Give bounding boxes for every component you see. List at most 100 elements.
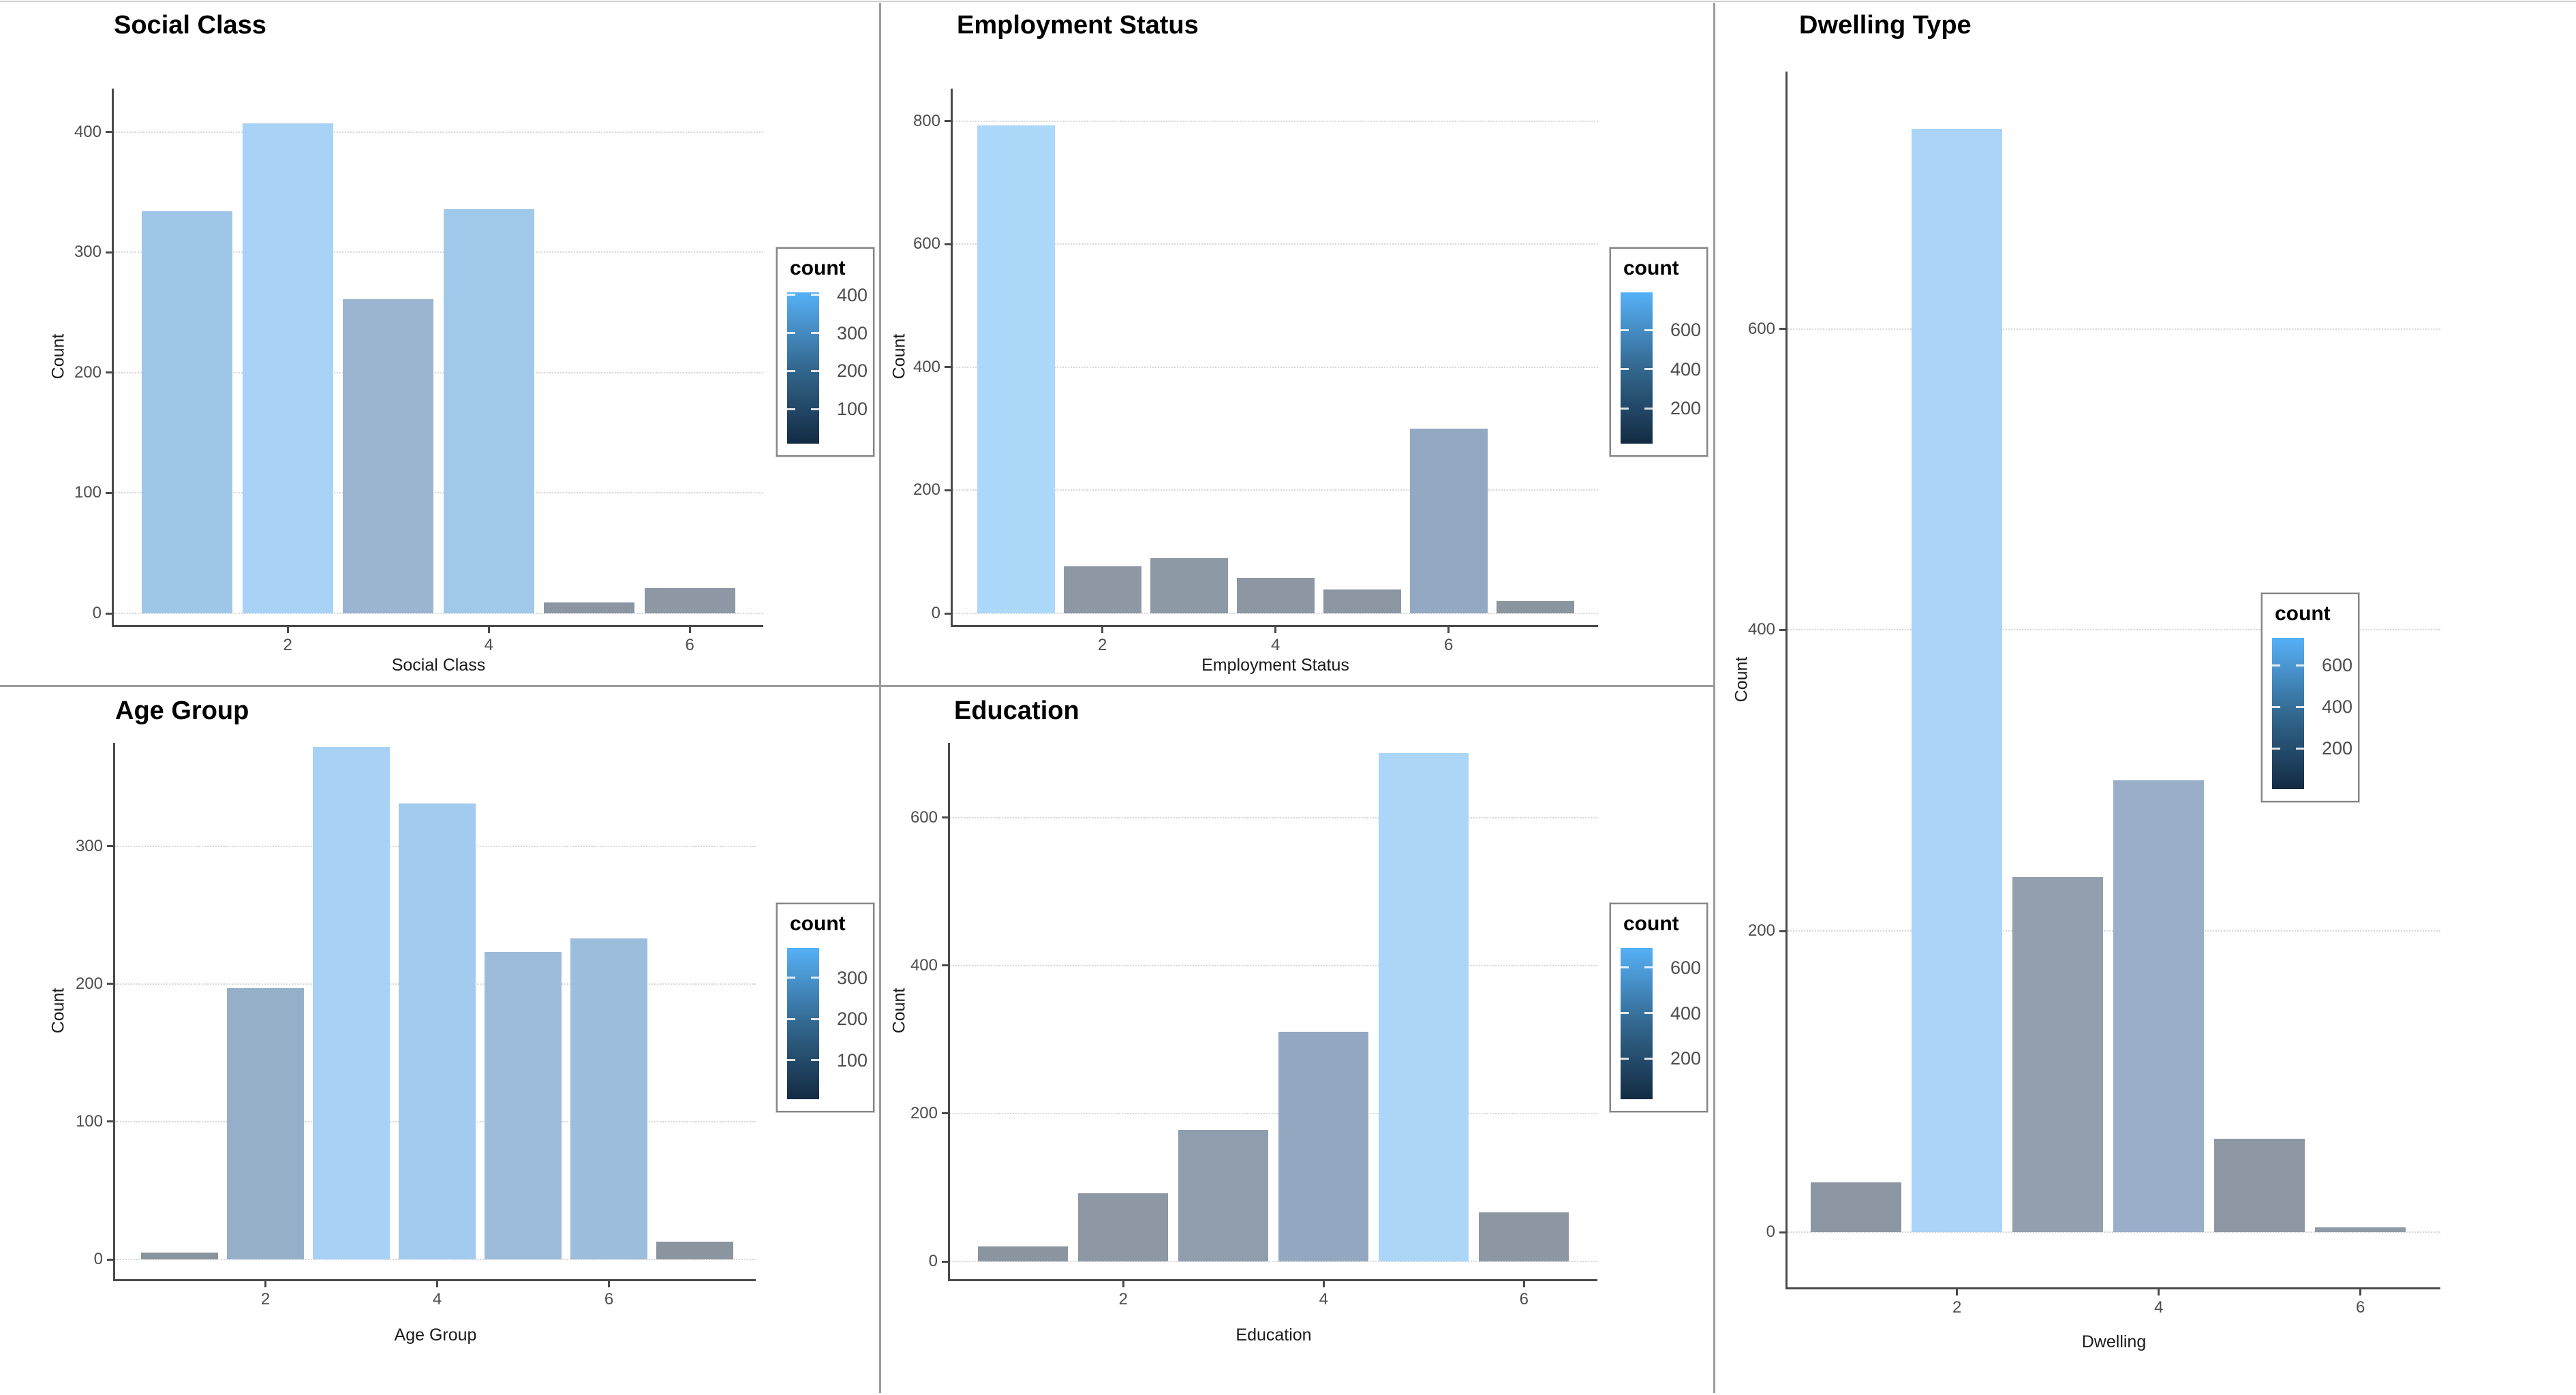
x-tick-mark (1447, 625, 1450, 633)
legend-tick-label: 600 (1670, 320, 1702, 341)
legend-count-social: count 400 300 200 100 (776, 247, 874, 457)
y-gridline (1788, 1231, 2440, 1233)
legend-tick-label: 400 (1670, 358, 1702, 380)
legend-tick-label: 100 (837, 1049, 868, 1071)
legend-tick-mark (2296, 747, 2304, 750)
x-tick-label: 4 (2153, 1298, 2164, 1317)
y-tick-mark (942, 1260, 950, 1263)
bar (1811, 1182, 1902, 1232)
y-tick-label: 0 (1766, 1223, 1775, 1241)
x-tick-label: 4 (1271, 636, 1281, 654)
bar (644, 587, 735, 613)
x-tick-label: 6 (1519, 1290, 1529, 1308)
legend-tick-mark (811, 1017, 819, 1020)
legend-tick-mark (1644, 407, 1653, 410)
bar (656, 1241, 734, 1259)
legend-title: count (790, 913, 846, 935)
legend-count-employment: count 600 400 200 (1610, 247, 1708, 457)
legend-tick-mark (2272, 747, 2280, 750)
y-gridline (950, 1112, 1597, 1114)
legend-tick-mark (2296, 705, 2304, 708)
bar (1409, 429, 1488, 613)
legend-tick-mark (1644, 368, 1653, 371)
x-tick-label: 6 (604, 1290, 614, 1308)
legend-tick-label: 600 (2322, 655, 2353, 676)
y-tick-mark (1779, 1231, 1788, 1233)
x-tick-label: 2 (260, 1290, 271, 1308)
plot-panel: 0 200 400 600 800 2 4 6 (913, 89, 1598, 654)
y-tick-mark (942, 1112, 950, 1115)
y-gridline (114, 492, 763, 494)
x-tick-mark (264, 1279, 266, 1287)
legend-count-education: count 600 400 200 (1610, 903, 1708, 1112)
bar (1379, 753, 1469, 1261)
legend-tick-label: 300 (837, 967, 868, 988)
x-tick-label: 2 (283, 636, 292, 654)
bar (312, 747, 390, 1259)
legend-tick-label: 200 (837, 1009, 868, 1030)
y-tick-mark (107, 1120, 115, 1123)
y-tick-mark (106, 491, 114, 494)
legend-tick-mark (811, 369, 819, 372)
legend-tick-mark (1621, 407, 1629, 410)
y-tick-mark (106, 612, 114, 615)
legend-gradient-bar (787, 948, 819, 1099)
bar (142, 211, 233, 613)
bar (977, 125, 1055, 613)
legend-gradient-bar (787, 292, 819, 444)
legend-title: count (1623, 257, 1679, 279)
x-tick-mark (1122, 1279, 1124, 1287)
legend-tick-mark (2296, 664, 2304, 666)
bar (140, 1252, 219, 1259)
y-tick-label: 200 (1747, 921, 1775, 940)
y-tick-label: 400 (910, 955, 938, 975)
legend-tick-label: 300 (837, 322, 868, 343)
y-tick-mark (1779, 628, 1788, 631)
y-gridline (953, 613, 1598, 614)
x-tick-label: 2 (1098, 636, 1107, 654)
bar (2113, 780, 2205, 1232)
legend-tick-mark (811, 1059, 819, 1062)
y-tick-mark (945, 366, 953, 369)
pane-divider-vertical-right (1713, 3, 1715, 1393)
y-axis-line (113, 743, 115, 1281)
legend-gradient-bar (1621, 292, 1653, 444)
bar (1236, 577, 1315, 613)
x-tick-mark (1956, 1287, 1959, 1296)
x-tick-label: 2 (1118, 1290, 1128, 1308)
x-axis-title: Social Class (391, 656, 486, 675)
bar (343, 299, 434, 613)
bar (2012, 876, 2104, 1232)
y-tick-mark (945, 243, 953, 245)
bar (570, 938, 648, 1259)
y-gridline (114, 613, 763, 614)
legend-tick-mark (1644, 1012, 1653, 1015)
bar (484, 952, 562, 1259)
legend-tick-mark (787, 294, 795, 296)
bar (2315, 1227, 2406, 1232)
x-tick-mark (608, 1279, 610, 1287)
x-axis-line (948, 1279, 1597, 1281)
x-tick-mark (688, 625, 691, 633)
legend-tick-mark (1644, 328, 1653, 331)
y-gridline (1788, 328, 2440, 330)
x-axis-title: Dwelling (2081, 1332, 2147, 1351)
legend-tick-label: 200 (1670, 398, 1702, 419)
legend-tick-mark (811, 332, 819, 335)
x-tick-mark (2158, 1287, 2160, 1296)
y-tick-mark (106, 251, 114, 254)
x-tick-label: 4 (484, 636, 493, 654)
y-tick-mark (106, 371, 114, 374)
legend-tick-mark (787, 1017, 795, 1020)
x-tick-label: 6 (685, 636, 694, 654)
y-gridline (115, 1259, 756, 1260)
y-tick-mark (107, 845, 115, 848)
legend-gradient-bar (2272, 638, 2304, 789)
legend-tick-mark (1644, 966, 1653, 969)
y-tick-label: 100 (75, 1112, 103, 1131)
y-tick-label: 300 (75, 836, 103, 855)
y-axis-title: Count (889, 333, 909, 380)
